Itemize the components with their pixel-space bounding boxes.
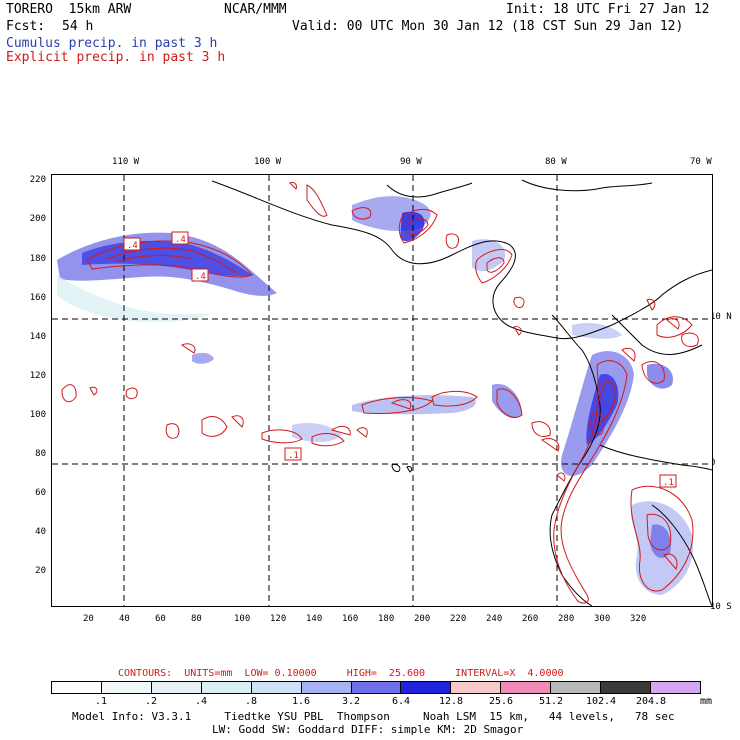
lat-label: 10 N (710, 312, 732, 322)
x-tick-label: 260 (522, 614, 539, 624)
lon-label: 110 W (112, 157, 140, 167)
forecast-hours: 54 h (62, 19, 94, 34)
lat-label: 10 S (710, 602, 732, 612)
x-tick-label: 100 (234, 614, 251, 624)
color-swatch (351, 682, 402, 693)
colorbar-label: 204.8 (635, 696, 667, 707)
colorbar-label: 25.6 (488, 696, 514, 707)
color-swatch (651, 682, 700, 693)
color-swatch (201, 682, 252, 693)
x-tick-label: 40 (119, 614, 130, 624)
units-label: mm (699, 696, 713, 707)
precipitation-map: .4 .4 .4 .1 .1 (51, 174, 713, 607)
map-canvas: .4 .4 .4 .1 .1 (52, 175, 712, 606)
x-tick-label: 280 (558, 614, 575, 624)
colorbar-label: .1 (94, 696, 108, 707)
y-tick-label: 200 (29, 214, 46, 224)
color-swatch (501, 682, 552, 693)
color-swatch (251, 682, 302, 693)
valid-time: Valid: 00 UTC Mon 30 Jan 12 (18 CST Sun … (292, 19, 684, 34)
color-swatch (551, 682, 602, 693)
x-tick-label: 80 (191, 614, 202, 624)
contour-label: .4 (175, 235, 186, 245)
color-swatch (301, 682, 352, 693)
x-tick-label: 120 (270, 614, 287, 624)
contour-label: .1 (288, 451, 299, 461)
x-tick-label: 240 (486, 614, 503, 624)
contours-info: CONTOURS: UNITS=mm LOW= 0.10000 HIGH= 25… (118, 668, 564, 679)
init-time: Init: 18 UTC Fri 27 Jan 12 (506, 2, 710, 17)
lon-label: 70 W (690, 157, 712, 167)
colorbar-label: .2 (144, 696, 158, 707)
legend-cumulus: Cumulus precip. in past 3 h (6, 36, 218, 51)
contour-label: .4 (195, 272, 206, 282)
legend-explicit: Explicit precip. in past 3 h (6, 50, 226, 65)
lon-label: 80 W (545, 157, 567, 167)
y-tick-label: 40 (35, 527, 46, 537)
color-swatch (401, 682, 452, 693)
color-swatch (52, 682, 102, 693)
explicit-precip-contours (61, 182, 699, 604)
y-tick-label: 100 (29, 410, 46, 420)
colorbar-label: 12.8 (438, 696, 464, 707)
colorbar-label: 1.6 (291, 696, 311, 707)
y-tick-label: 60 (35, 488, 46, 498)
y-tick-label: 80 (35, 449, 46, 459)
colorbar-label: 3.2 (341, 696, 361, 707)
model-title: TORERO 15km ARW (6, 2, 132, 17)
x-tick-label: 300 (594, 614, 611, 624)
x-tick-label: 140 (306, 614, 323, 624)
x-tick-label: 20 (83, 614, 94, 624)
color-swatch (451, 682, 502, 693)
y-tick-label: 140 (29, 332, 46, 342)
x-tick-label: 180 (378, 614, 395, 624)
colorbar-label: 6.4 (391, 696, 411, 707)
forecast-label: Fcst: (6, 19, 46, 34)
x-tick-label: 200 (414, 614, 431, 624)
colorbar-label: .8 (244, 696, 258, 707)
color-swatch (101, 682, 152, 693)
y-tick-label: 180 (29, 254, 46, 264)
colorbar-label: .4 (194, 696, 208, 707)
lon-label: 100 W (254, 157, 282, 167)
model-info-physics: LW: Godd SW: Goddard DIFF: simple KM: 2D… (212, 723, 524, 736)
lon-label: 90 W (400, 157, 422, 167)
color-swatch (601, 682, 652, 693)
model-info: Model Info: V3.3.1 Tiedtke YSU PBL Thomp… (72, 710, 675, 723)
x-tick-label: 160 (342, 614, 359, 624)
contour-label-boxes: .4 .4 .4 .1 .1 (123, 231, 677, 488)
x-tick-label: 60 (155, 614, 166, 624)
x-tick-label: 220 (450, 614, 467, 624)
precip-color-bar (51, 681, 701, 694)
y-tick-label: 20 (35, 566, 46, 576)
colorbar-label: 51.2 (538, 696, 564, 707)
y-tick-label: 120 (29, 371, 46, 381)
org-label: NCAR/MMM (224, 2, 287, 17)
y-tick-label: 220 (29, 175, 46, 185)
colorbar-label: 102.4 (585, 696, 617, 707)
contour-label: .4 (127, 241, 138, 251)
contour-label: .1 (663, 478, 674, 488)
x-tick-label: 320 (630, 614, 647, 624)
color-swatch (151, 682, 202, 693)
y-tick-label: 160 (29, 293, 46, 303)
